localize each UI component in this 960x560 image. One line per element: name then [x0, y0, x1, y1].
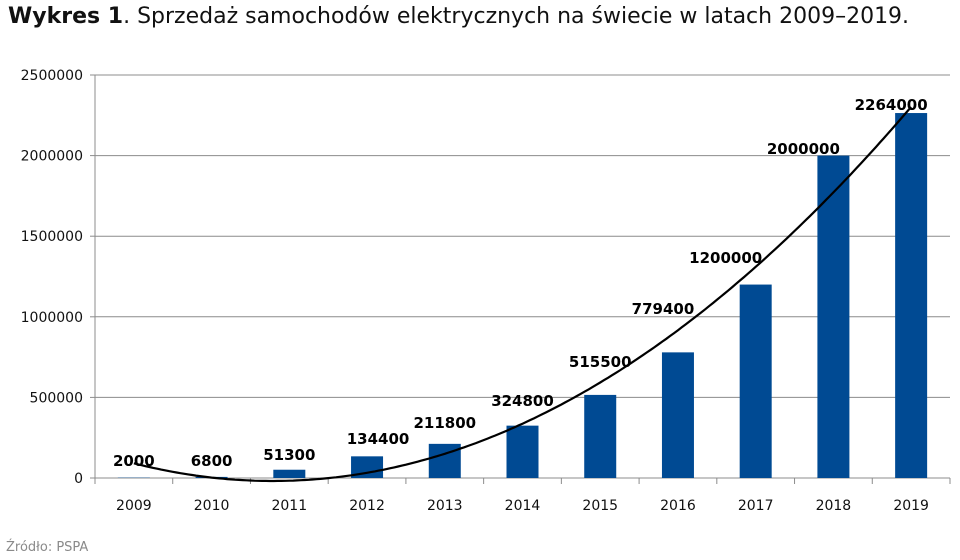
x-tick-label: 2015 [582, 498, 618, 514]
x-tick-label: 2012 [349, 498, 385, 514]
data-label: 779400 [632, 300, 695, 318]
x-tick-label: 2019 [893, 498, 929, 514]
y-tick-label: 500000 [30, 390, 83, 406]
bar [895, 113, 928, 478]
data-label: 211800 [413, 414, 476, 432]
trendline-path [133, 106, 912, 483]
bar [817, 155, 850, 478]
data-label: 2264000 [855, 96, 928, 114]
chart-title-lead: Wykres 1 [8, 4, 124, 29]
data-label: 515500 [569, 353, 632, 371]
trendline [133, 106, 912, 483]
y-tick-label: 1500000 [21, 229, 83, 245]
x-tick-label: 2017 [738, 498, 774, 514]
data-label: 2000000 [767, 140, 840, 158]
bar [739, 284, 772, 478]
source-note: Źródło: PSPA [6, 540, 89, 555]
y-tick-label: 2500000 [21, 68, 83, 84]
data-label: 1200000 [689, 249, 762, 267]
bar [351, 456, 384, 478]
y-tick-labels: 0 500000 1000000 1500000 2000000 2500000 [21, 68, 83, 487]
bar [584, 394, 617, 478]
x-tick-label: 2011 [271, 498, 307, 514]
x-tick-label: 2014 [505, 498, 541, 514]
bar [273, 469, 306, 478]
bar [428, 443, 461, 478]
chart-title-text: . Sprzedaż samochodów elektrycznych na ś… [123, 4, 910, 29]
bar [506, 425, 539, 478]
chart-title: Wykres 1. Sprzedaż samochodów elektryczn… [8, 4, 909, 29]
data-label: 6800 [191, 452, 233, 470]
bars [117, 113, 928, 478]
data-label: 134400 [347, 430, 410, 448]
data-label: 324800 [491, 392, 554, 410]
data-label: 51300 [263, 446, 315, 464]
x-tick-labels: 2009 2010 2011 2012 2013 2014 2015 2016 2017 2018… [116, 498, 929, 514]
bar [661, 352, 694, 478]
gridlines [95, 74, 950, 398]
y-tick-label: 1000000 [21, 310, 83, 326]
data-label: 2000 [113, 452, 155, 470]
x-tick-label: 2016 [660, 498, 696, 514]
x-tick-label: 2013 [427, 498, 463, 514]
x-tick-label: 2010 [194, 498, 230, 514]
y-tick-label: 0 [74, 471, 83, 487]
x-tick-label: 2018 [816, 498, 852, 514]
x-tick-label: 2009 [116, 498, 152, 514]
y-tick-label: 2000000 [21, 149, 83, 165]
